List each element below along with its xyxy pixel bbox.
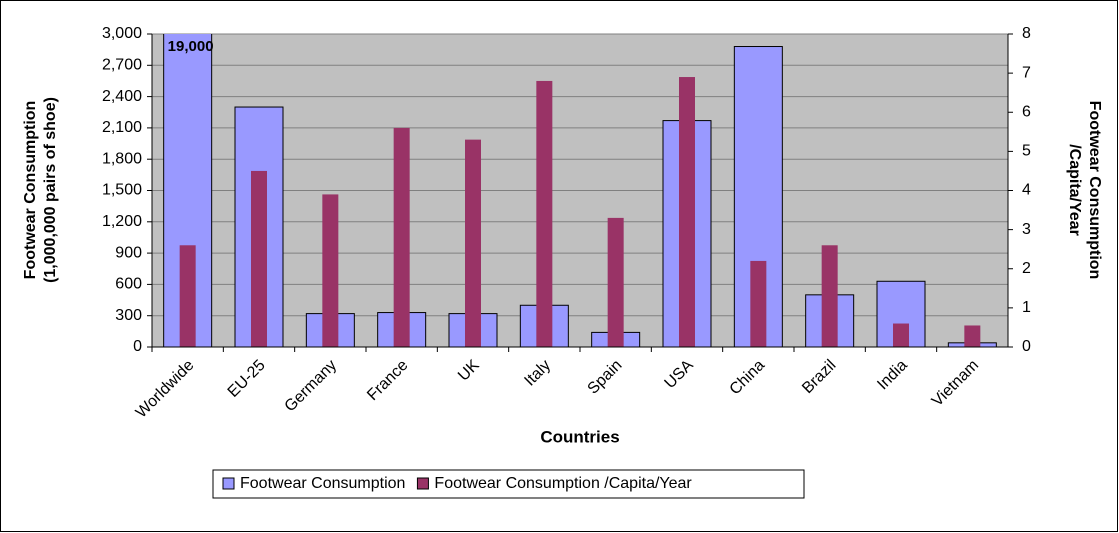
bar (465, 139, 481, 347)
y-tick-label: 0 (133, 338, 142, 355)
legend-label: Footwear Consumption (240, 475, 405, 492)
bar (251, 170, 267, 347)
bar (750, 260, 767, 347)
y2-axis-title-line: /Capita/Year (1066, 144, 1083, 236)
y-tick-label: 2,400 (102, 88, 142, 105)
bar (679, 77, 695, 347)
y-axis-title: Footwear Consumption (1,000,000 pairs of… (22, 97, 59, 283)
bar (607, 217, 624, 347)
y-tick-label: 1,800 (102, 150, 142, 167)
y-tick-label: 1,200 (102, 213, 142, 230)
legend-swatch (416, 477, 429, 490)
y2-tick-label: 7 (1022, 64, 1031, 81)
bar (393, 127, 410, 347)
y-tick-label: 600 (115, 276, 142, 293)
legend (212, 469, 805, 499)
data-label: 19,000 (168, 38, 214, 55)
bar (322, 194, 339, 347)
legend-label: Footwear Consumption /Capita/Year (434, 475, 692, 492)
y2-tick-label: 3 (1022, 221, 1031, 238)
y2-tick-label: 8 (1022, 25, 1031, 42)
x-axis-title: Countries (540, 427, 619, 446)
bars (163, 34, 997, 347)
bar (821, 245, 838, 347)
bar (536, 80, 553, 347)
y-tick-label: 900 (115, 244, 142, 261)
y-tick-label: 2,700 (102, 57, 142, 74)
y2-tick-label: 0 (1022, 338, 1031, 355)
y-axis-title-line: (1,000,000 pairs of shoe) (42, 97, 59, 283)
y-axis-title-line: Footwear Consumption (22, 101, 39, 280)
y-tick-label: 300 (115, 307, 142, 324)
y2-axis-title: Footwear Consumption /Capita/Year (1066, 101, 1103, 280)
y2-tick-label: 4 (1022, 182, 1031, 199)
bar (964, 325, 981, 347)
y2-tick-label: 2 (1022, 260, 1031, 277)
legend-swatch (222, 477, 235, 490)
y2-tick-label: 6 (1022, 103, 1031, 120)
y2-tick-label: 5 (1022, 143, 1031, 160)
bar (179, 245, 196, 347)
bar (893, 323, 909, 347)
y2-axis-title-line: Footwear Consumption (1086, 101, 1103, 280)
y-tick-label: 2,100 (102, 119, 142, 136)
y-tick-label: 1,500 (102, 182, 142, 199)
y-tick-label: 3,000 (102, 25, 142, 42)
y2-tick-label: 1 (1022, 299, 1031, 316)
